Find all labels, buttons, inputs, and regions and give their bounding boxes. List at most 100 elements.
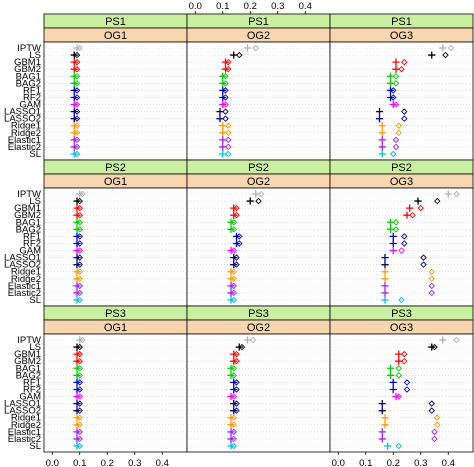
plus-point-elastic1 [378, 428, 386, 436]
plus-point-iptw [252, 190, 260, 198]
diamond-point-gam [230, 247, 237, 254]
plus-point-gbm1 [73, 350, 81, 358]
plus-point-gam [73, 246, 81, 255]
plus-point-ridge2 [378, 129, 386, 137]
plus-point-gbm1 [392, 58, 400, 66]
ps-strip-label: PS1 [105, 16, 126, 28]
diamond-point-bag2 [222, 80, 229, 87]
method-label-gbm2: GBM2 [14, 210, 41, 221]
plus-point-lasso1 [73, 400, 81, 408]
x-tick-label: 0.2 [387, 458, 400, 467]
diamond-point-bag1 [395, 365, 402, 372]
plus-point-elastic2 [227, 289, 235, 297]
diamond-point-rf1 [236, 233, 243, 240]
diamond-point-iptw [447, 44, 455, 52]
plus-point-bag1 [70, 72, 78, 80]
method-label-lasso2: LASSO2 [4, 114, 41, 125]
method-label-gam: GAM [19, 100, 41, 111]
plus-point-ridge2 [227, 421, 235, 429]
diamond-point-sl [390, 150, 397, 158]
plus-point-ls [73, 197, 81, 205]
diamond-point-ls [76, 197, 83, 205]
diamond-point-elastic1 [225, 136, 232, 144]
diamond-point-lasso1 [233, 400, 240, 407]
plus-point-elastic2 [219, 143, 227, 151]
x-tick-label: 0.1 [216, 1, 229, 12]
diamond-point-ridge1 [395, 122, 402, 129]
plus-point-rf2 [73, 385, 81, 394]
diamond-point-rf2 [236, 240, 243, 247]
method-label-ridge2: Ridge2 [11, 420, 41, 431]
method-label-gbm2: GBM2 [14, 64, 41, 75]
panel-plot-area [186, 41, 331, 161]
diamond-point-bag1 [230, 219, 237, 226]
plus-point-lasso2 [381, 261, 389, 269]
method-label-gbm1: GBM1 [14, 203, 41, 214]
plus-point-ridge2 [73, 421, 81, 429]
diamond-point-ridge2 [434, 421, 441, 429]
diamond-point-ridge1 [230, 268, 237, 275]
plus-point-rf1 [389, 232, 397, 240]
diamond-point-rf2 [222, 94, 229, 101]
diamond-point-gbm1 [73, 58, 81, 66]
og-strip-label: OG1 [104, 176, 127, 188]
plus-point-rf1 [230, 378, 238, 386]
plus-point-bag2 [386, 225, 395, 233]
method-label-lasso1: LASSO1 [4, 253, 41, 264]
plus-point-lasso1 [230, 254, 238, 262]
plus-point-rf2 [232, 239, 241, 248]
diamond-point-gam [230, 393, 237, 400]
method-label-elastic1: Elastic1 [8, 427, 41, 438]
plus-point-gbm2 [230, 357, 238, 365]
plus-point-rf1 [386, 86, 395, 94]
diamond-point-gam [398, 247, 405, 254]
method-label-ls: LS [29, 50, 41, 61]
plus-point-rf1 [219, 86, 227, 94]
diamond-point-sl [73, 150, 81, 158]
plus-point-gam [70, 100, 78, 109]
diamond-point-lasso1 [76, 400, 83, 407]
plus-point-bag2 [386, 371, 395, 379]
diamond-point-bag1 [392, 73, 400, 80]
plus-point-elastic2 [73, 435, 81, 443]
plus-point-bag2 [70, 79, 78, 87]
plus-point-bag2 [73, 225, 81, 233]
diamond-point-sl [398, 296, 405, 304]
plus-point-sl [73, 442, 81, 450]
diamond-point-sl [230, 296, 237, 304]
method-label-ls: LS [29, 342, 41, 353]
panel-plot-area [329, 333, 474, 453]
method-label-rf1: RF1 [23, 231, 41, 242]
og-strip-label: OG1 [104, 322, 127, 334]
diamond-point-ridge2 [230, 421, 237, 429]
diamond-point-ridge2 [76, 275, 83, 283]
plus-point-iptw [439, 44, 447, 52]
diamond-point-gbm1 [233, 204, 240, 212]
diamond-point-gam [73, 101, 81, 108]
plus-point-rf2 [73, 239, 81, 248]
plus-point-gbm2 [221, 65, 230, 73]
diamond-point-lasso2 [76, 407, 83, 414]
method-label-ridge2: Ridge2 [11, 128, 41, 139]
method-label-bag1: BAG1 [16, 217, 41, 228]
plus-point-bag1 [386, 72, 395, 80]
diamond-point-elastic1 [392, 136, 400, 144]
plus-point-ls [414, 197, 422, 205]
method-label-bag1: BAG1 [16, 363, 41, 374]
plus-point-ls [428, 51, 436, 59]
diamond-point-bag2 [230, 372, 237, 379]
panel-plot-area [43, 333, 188, 453]
method-label-iptw: IPTW [17, 43, 41, 54]
diamond-point-lasso1 [428, 400, 435, 407]
plus-point-elastic2 [381, 289, 389, 297]
plus-point-ls [428, 343, 436, 351]
diamond-point-gbm1 [233, 350, 240, 358]
plus-point-sl [227, 296, 235, 304]
x-tick-label: 0.3 [128, 458, 141, 467]
plus-point-lasso1 [216, 108, 224, 116]
diamond-point-ridge2 [73, 129, 81, 137]
diamond-point-gbm1 [401, 350, 408, 358]
